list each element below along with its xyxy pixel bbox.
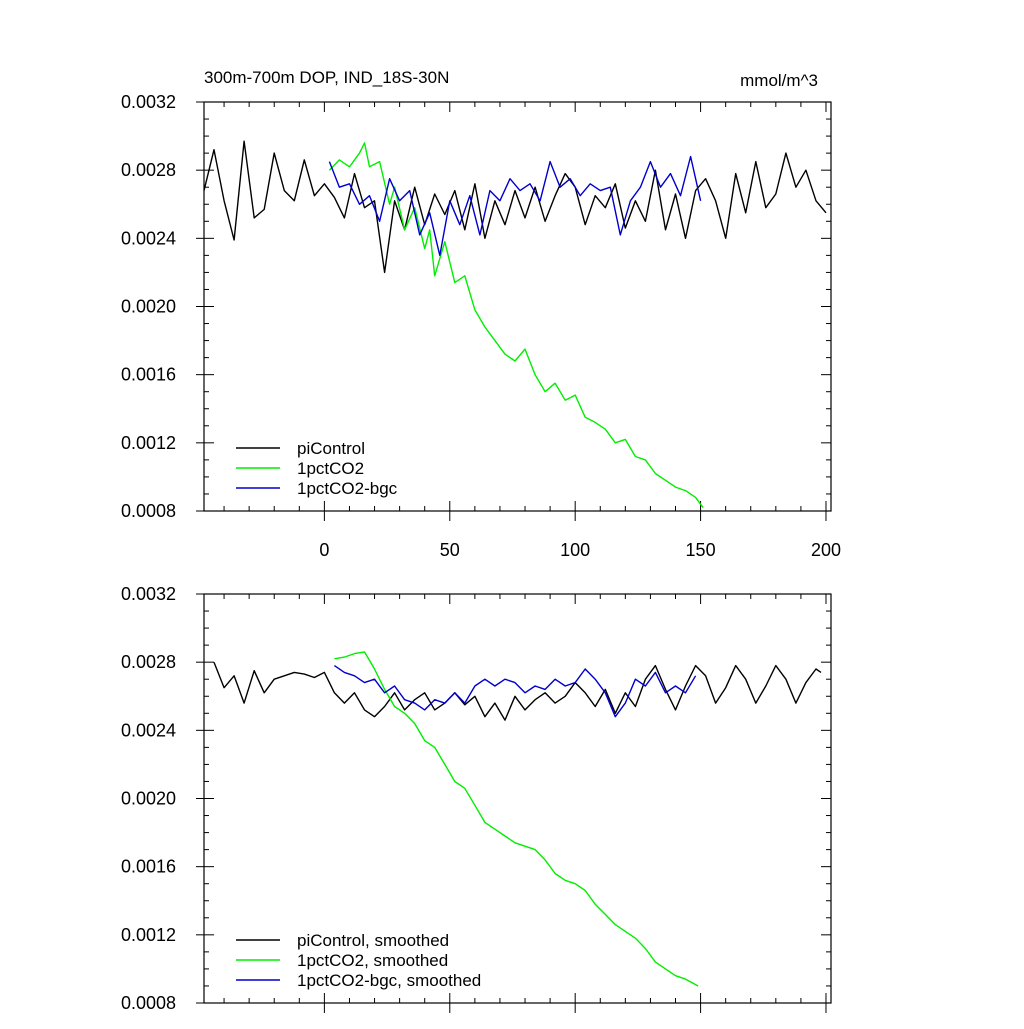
top-series-line-3 [328,155,702,257]
bottom-y-tick-label: 0.0016 [121,857,176,877]
top-y-tick-label: 0.0024 [121,228,176,248]
panel-top: 0.0008 0.0012 0.0016 0.0020 0.0024 0.0028 0.00… [121,92,841,560]
bottom-y-tick-label: 0.0024 [121,720,176,740]
bottom-series-line-3 [334,665,697,718]
top-y-tick-label: 0.0032 [121,92,176,112]
bottom-series-line-2 [334,651,699,987]
top-series-line-1 [203,140,827,274]
bottom-legend-label-2: 1pctCO2, smoothed [297,951,448,970]
top-y-tick-label: 0.0012 [121,433,176,453]
bottom-y-tick-label: 0.0008 [121,993,176,1013]
bottom-y-tick-label: 0.0020 [121,789,176,809]
units-label: mmol/m^3 [740,71,818,90]
top-x-tick-label: 150 [686,540,716,560]
top-y-tick-label: 0.0008 [121,501,176,521]
panel-bottom: 0.0008 0.0012 0.0016 0.0020 0.0024 0.0028 0.00… [121,584,832,1013]
top-x-tick-label: 0 [319,540,329,560]
chart-title: 300m-700m DOP, IND_18S-30N [204,68,449,87]
bottom-series-line-1 [213,661,822,721]
top-x-tick-label: 100 [560,540,590,560]
top-x-tick-label: 200 [811,540,841,560]
top-legend-label-3: 1pctCO2-bgc [297,479,398,498]
bottom-y-tick-label: 0.0028 [121,652,176,672]
top-y-tick-label: 0.0016 [121,365,176,385]
top-x-tick-label: 50 [440,540,460,560]
bottom-legend-label-1: piControl, smoothed [297,931,449,950]
top-legend-label-1: piControl [297,439,365,458]
top-y-tick-label: 0.0020 [121,297,176,317]
bottom-y-tick-label: 0.0012 [121,925,176,945]
bottom-y-tick-label: 0.0032 [121,584,176,604]
top-y-tick-label: 0.0028 [121,160,176,180]
bottom-legend-label-3: 1pctCO2-bgc, smoothed [297,971,481,990]
top-legend-label-2: 1pctCO2 [297,459,364,478]
